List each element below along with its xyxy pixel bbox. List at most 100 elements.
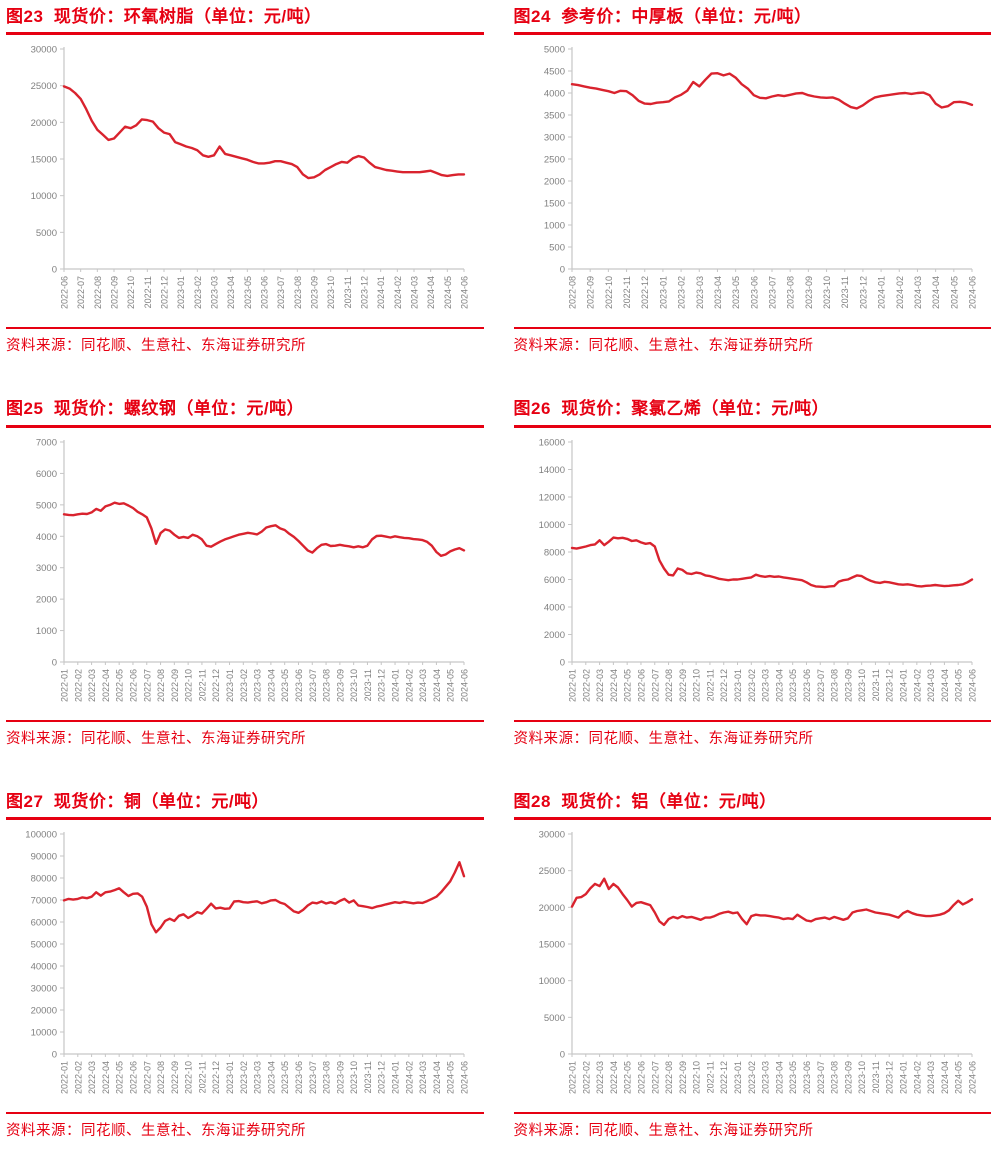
y-tick-label: 10000	[31, 191, 57, 202]
y-tick-label: 0	[52, 265, 57, 276]
x-tick-label: 2022-05	[115, 669, 125, 702]
x-tick-label: 2023-04	[712, 276, 722, 309]
x-tick-label: 2023-05	[280, 669, 290, 702]
x-tick-label: 2023-04	[266, 669, 276, 702]
line-chart: 0 5000 10000 15000 20000 25000 30000 2022-06 202…	[6, 35, 484, 327]
x-tick-label: 2023-05	[788, 669, 798, 702]
x-tick-label: 2023-06	[749, 276, 759, 309]
x-tick-label: 2024-02	[404, 1061, 414, 1094]
y-tick-label: 20000	[31, 1005, 57, 1016]
x-tick-label: 2022-07	[650, 669, 660, 702]
x-tick-label: 2022-04	[608, 669, 618, 702]
x-tick-label: 2022-05	[622, 669, 632, 702]
y-tick-label: 2000	[543, 177, 564, 188]
x-tick-label: 2024-04	[939, 669, 949, 702]
x-tick-label: 2023-01	[733, 1061, 743, 1094]
x-tick-label: 2022-12	[719, 669, 729, 702]
x-tick-label: 2022-06	[636, 669, 646, 702]
x-tick-label: 2022-01	[60, 669, 70, 702]
y-tick-label: 25000	[31, 81, 57, 92]
x-tick-label: 2023-08	[829, 1061, 839, 1094]
y-tick-label: 40000	[31, 961, 57, 972]
x-tick-label: 2024-04	[432, 669, 442, 702]
x-tick-label: 2022-11	[143, 276, 153, 308]
x-tick-label: 2023-05	[280, 1061, 290, 1094]
x-tick-label: 2022-10	[126, 276, 136, 309]
x-tick-label: 2023-02	[239, 669, 249, 702]
y-tick-label: 2000	[36, 594, 57, 605]
x-tick-label: 2024-04	[939, 1061, 949, 1094]
x-tick-label: 2022-10	[184, 1061, 194, 1094]
chart-title: 图27 现货价：铜（单位：元/吨）	[6, 790, 484, 820]
x-tick-label: 2023-02	[746, 1061, 756, 1094]
x-tick-label: 2024-06	[967, 276, 977, 309]
x-tick-label: 2022-08	[664, 1061, 674, 1094]
x-tick-label: 2023-10	[326, 276, 336, 309]
chart-svg: 0 5000 10000 15000 20000 25000 30000 2022-06 202…	[31, 45, 470, 310]
x-tick-label: 2023-12	[858, 276, 868, 309]
x-tick-label: 2023-01	[176, 276, 186, 309]
y-tick-label: 60000	[31, 917, 57, 928]
x-tick-label: 2024-02	[393, 276, 403, 309]
x-tick-label: 2024-06	[460, 1061, 470, 1094]
chart-svg: 0 10000 20000 30000 40000 50000 60000 70000 8000…	[25, 829, 470, 1094]
x-tick-label: 2023-11	[870, 669, 880, 701]
x-tick-label: 2024-06	[967, 1061, 977, 1094]
y-tick-label: 3000	[36, 563, 57, 574]
y-tick-label: 70000	[31, 895, 57, 906]
x-tick-label: 2022-02	[73, 669, 83, 702]
x-tick-label: 2022-02	[581, 669, 591, 702]
x-tick-label: 2023-03	[253, 669, 263, 702]
y-tick-label: 7000	[36, 437, 57, 448]
y-tick-label: 6000	[36, 468, 57, 479]
x-tick-label: 2023-12	[377, 669, 387, 702]
x-tick-label: 2024-01	[376, 276, 386, 309]
x-tick-label: 2023-09	[843, 669, 853, 702]
x-tick-label: 2023-04	[226, 276, 236, 309]
x-tick-label: 2023-07	[276, 276, 286, 309]
source-note: 资料来源：同花顺、生意社、东海证券研究所	[6, 327, 484, 355]
x-tick-label: 2023-08	[293, 276, 303, 309]
x-tick-label: 2023-09	[335, 669, 345, 702]
x-tick-label: 2023-08	[785, 276, 795, 309]
x-tick-label: 2024-05	[443, 276, 453, 309]
x-tick-label: 2024-03	[926, 669, 936, 702]
chart-panel-rebar: 图25 现货价：螺纹钢（单位：元/吨） 0 1000 2000 3000 4000 500…	[6, 397, 484, 747]
x-tick-label: 2024-05	[446, 669, 456, 702]
x-tick-label: 2024-03	[410, 276, 420, 309]
x-tick-label: 2024-03	[418, 669, 428, 702]
source-note: 资料来源：同花顺、生意社、东海证券研究所	[513, 1111, 991, 1140]
chart-panel-epoxy-resin: 图23 现货价：环氧树脂（单位：元/吨） 0 5000 10000 15000 2000…	[6, 5, 484, 355]
x-tick-label: 2022-03	[87, 1061, 97, 1094]
x-tick-label: 2023-06	[294, 1061, 304, 1094]
x-tick-label: 2023-11	[840, 276, 850, 308]
price-line	[570, 535, 973, 588]
y-tick-label: 80000	[31, 873, 57, 884]
x-tick-label: 2022-11	[622, 276, 632, 308]
x-tick-label: 2024-05	[446, 1061, 456, 1094]
x-tick-label: 2023-09	[803, 276, 813, 309]
x-tick-label: 2023-10	[349, 1061, 359, 1094]
x-tick-label: 2022-10	[691, 669, 701, 702]
line-chart: 0 5000 10000 15000 20000 25000 30000 2022-01 202…	[514, 820, 992, 1112]
x-tick-label: 2023-06	[801, 669, 811, 702]
y-tick-label: 6000	[543, 575, 564, 586]
source-note: 资料来源：同花顺、生意社、东海证券研究所	[513, 719, 991, 748]
y-tick-label: 5000	[543, 45, 564, 56]
x-tick-label: 2022-12	[160, 276, 170, 309]
y-tick-label: 14000	[538, 465, 564, 476]
chart-svg: 0 5000 10000 15000 20000 25000 30000 2022-01 202…	[538, 829, 977, 1094]
x-tick-label: 2023-12	[884, 669, 894, 702]
x-tick-label: 2024-01	[876, 276, 886, 309]
x-tick-label: 2023-07	[308, 669, 318, 702]
x-tick-label: 2024-05	[953, 1061, 963, 1094]
y-tick-label: 5000	[36, 500, 57, 511]
chart-svg: 0 500 1000 1500 2000 2500 3000 3500 4000 4500 5000…	[543, 45, 977, 310]
x-tick-label: 2022-11	[705, 1061, 715, 1093]
x-tick-label: 2023-03	[760, 1061, 770, 1094]
x-tick-label: 2023-12	[377, 1061, 387, 1094]
x-tick-label: 2024-01	[898, 1061, 908, 1094]
x-tick-label: 2023-07	[815, 669, 825, 702]
x-tick-label: 2022-08	[156, 1061, 166, 1094]
